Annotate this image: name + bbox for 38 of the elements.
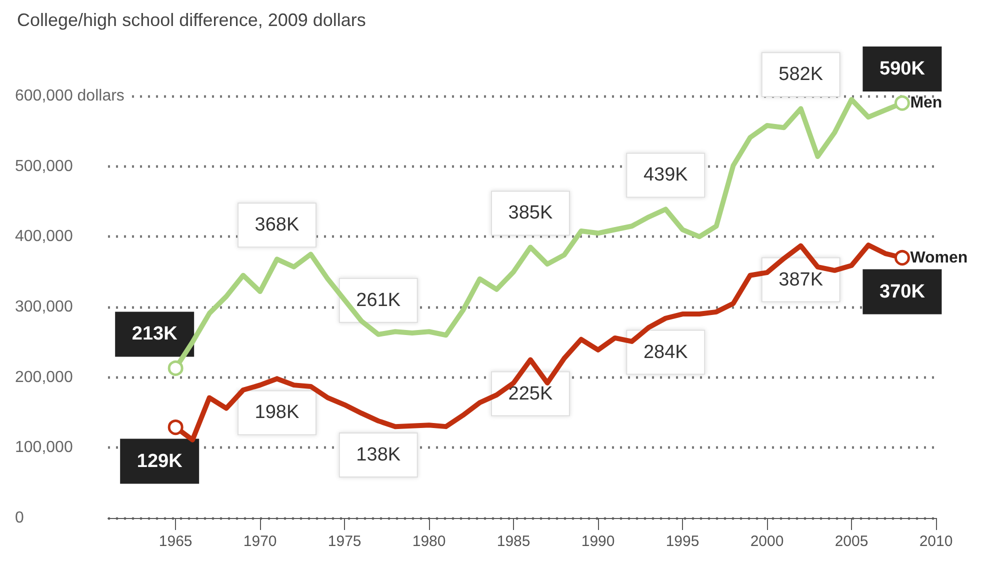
annotation: 439K [643,164,688,186]
series-label: Men [910,94,942,112]
y-tick-label: 600,000 dollars [15,88,124,104]
annotation: 129K [136,450,183,472]
y-tick-label: 0 [15,510,24,526]
annotation: 387K [778,269,824,290]
x-tick-label: 1990 [581,533,615,550]
annotation: 198K [254,402,300,424]
x-tick-label: 1970 [243,533,277,550]
x-tick-label: 1980 [412,533,446,550]
annotation: 225K [508,383,553,404]
y-tick-label: 400,000 [15,228,73,246]
annotation: 370K [879,281,926,302]
point [894,250,910,266]
annotation: 213K [132,324,178,345]
x-tick-label: 1985 [496,533,530,550]
x-tick-label: 1965 [158,533,192,550]
y-tick-label: 500,000 [15,158,73,175]
x-tick-label: 2000 [750,533,784,550]
annotation: 284K [643,342,688,363]
x-tick-label: 2010 [919,533,953,550]
y-tick-label: 300,000 [15,298,73,316]
y-tick-label: 100,000 [15,439,73,456]
x-tick-label: 1975 [328,533,362,550]
point [168,420,184,436]
x-tick-label: 1995 [666,533,700,550]
annotation: 138K [356,444,401,466]
annotation: 582K [778,64,824,86]
y-tick-label: 200,000 [15,368,73,386]
point [894,95,910,111]
point [168,360,184,376]
x-tick-label: 2005 [834,533,868,550]
annotation: 590K [879,58,926,80]
annotation: 368K [254,214,300,236]
annotation: 385K [508,202,553,224]
series-label: Women [910,249,968,266]
annotation: 261K [356,290,401,311]
chart-title: College/high school difference, 2009 dollars [17,10,366,30]
